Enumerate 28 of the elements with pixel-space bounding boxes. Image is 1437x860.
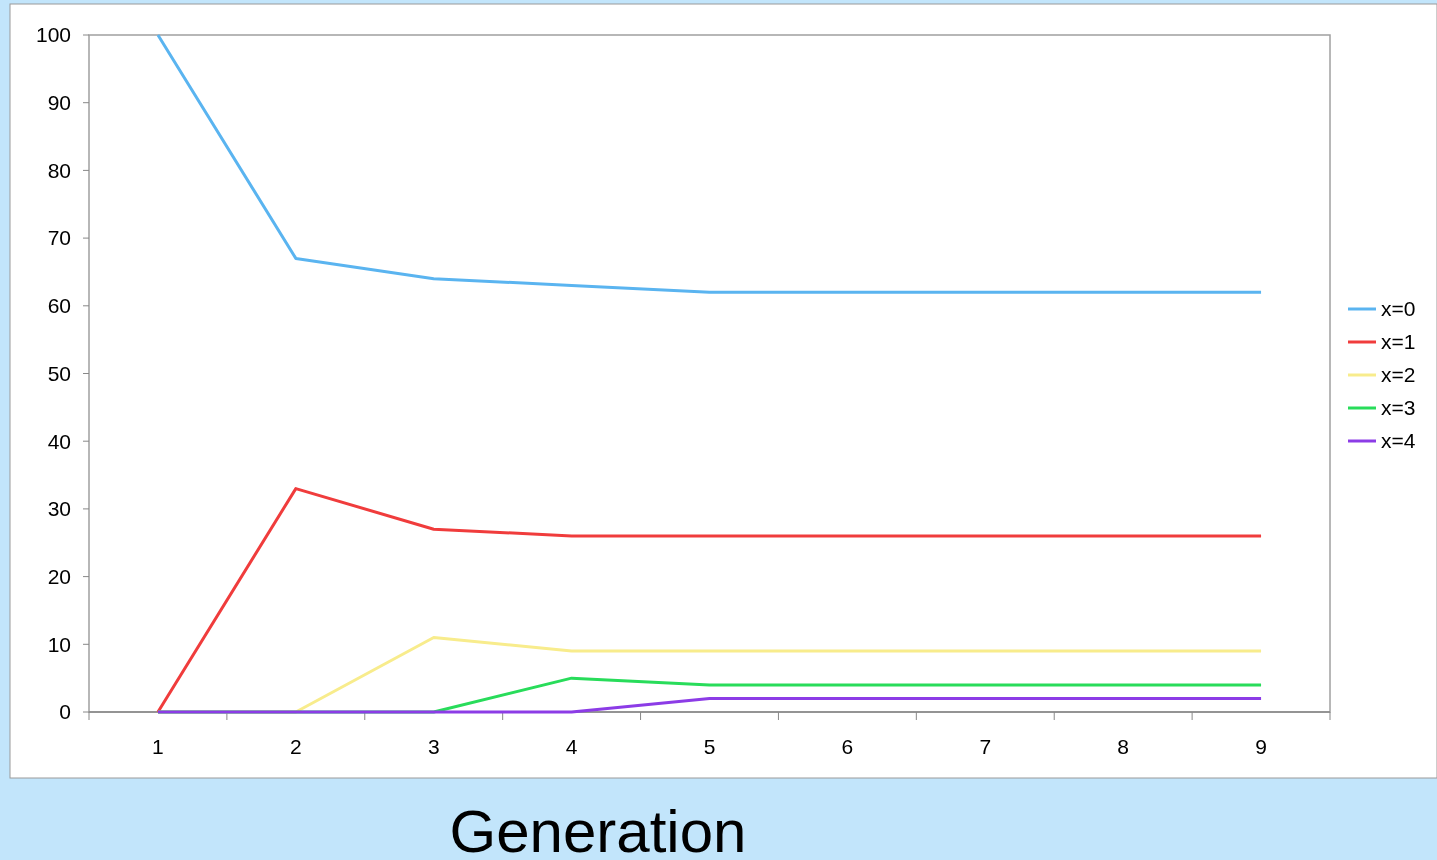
y-tick-label: 70	[47, 226, 71, 250]
x-tick-label: 2	[289, 735, 302, 758]
x-tick-label: 9	[1255, 735, 1267, 758]
y-tick-label: 80	[47, 158, 71, 182]
y-tick-label: 10	[47, 632, 71, 656]
legend-label: x=0	[1381, 297, 1416, 321]
legend-label: x=3	[1381, 396, 1416, 420]
line-series	[156, 487, 1263, 714]
x-tick-label: 8	[1117, 735, 1130, 758]
legend-label: x=2	[1381, 363, 1416, 387]
y-tick-label: 30	[47, 497, 71, 521]
x-tick-label: 7	[979, 735, 992, 758]
x-tick-label: 1	[152, 735, 164, 758]
x-tick-label: 4	[565, 735, 578, 758]
y-tick-label: 90	[47, 91, 71, 115]
y-tick-label: 40	[47, 429, 71, 453]
legend-label: x=1	[1381, 330, 1416, 354]
x-axis-title: Generation	[449, 798, 747, 860]
y-tick-label: 0	[59, 700, 71, 724]
y-tick-label: 20	[47, 564, 71, 588]
line-series	[156, 33, 1263, 294]
y-tick-label: 100	[35, 23, 71, 47]
y-tick-label: 50	[47, 361, 71, 385]
y-tick-label: 60	[47, 294, 71, 318]
x-tick-label: 5	[703, 735, 716, 758]
x-tick-label: 3	[427, 735, 440, 758]
legend-label: x=4	[1381, 429, 1416, 453]
x-tick-label: 6	[841, 735, 854, 758]
